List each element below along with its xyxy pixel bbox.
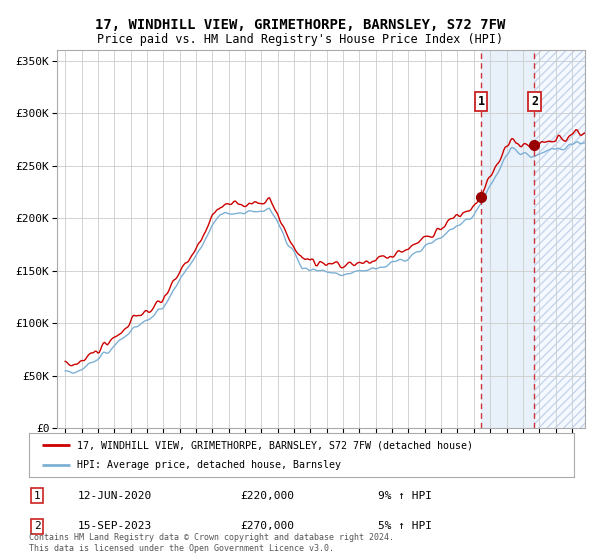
Text: HPI: Average price, detached house, Barnsley: HPI: Average price, detached house, Barn… [77,460,341,470]
Text: Contains HM Land Registry data © Crown copyright and database right 2024.
This d: Contains HM Land Registry data © Crown c… [29,533,394,553]
Text: 5% ↑ HPI: 5% ↑ HPI [378,521,432,531]
Text: 12-JUN-2020: 12-JUN-2020 [78,491,152,501]
Text: 1: 1 [34,491,41,501]
Text: 9% ↑ HPI: 9% ↑ HPI [378,491,432,501]
Text: 2: 2 [34,521,41,531]
Bar [481,50,535,428]
Text: 1: 1 [478,95,485,108]
Text: 15-SEP-2023: 15-SEP-2023 [78,521,152,531]
Text: £220,000: £220,000 [240,491,294,501]
Bar [535,50,585,428]
Bar [535,50,585,428]
Text: Price paid vs. HM Land Registry's House Price Index (HPI): Price paid vs. HM Land Registry's House … [97,32,503,46]
Text: 2: 2 [531,95,538,108]
Text: £270,000: £270,000 [240,521,294,531]
Text: 17, WINDHILL VIEW, GRIMETHORPE, BARNSLEY, S72 7FW: 17, WINDHILL VIEW, GRIMETHORPE, BARNSLEY… [95,18,505,32]
Text: 17, WINDHILL VIEW, GRIMETHORPE, BARNSLEY, S72 7FW (detached house): 17, WINDHILL VIEW, GRIMETHORPE, BARNSLEY… [77,440,473,450]
